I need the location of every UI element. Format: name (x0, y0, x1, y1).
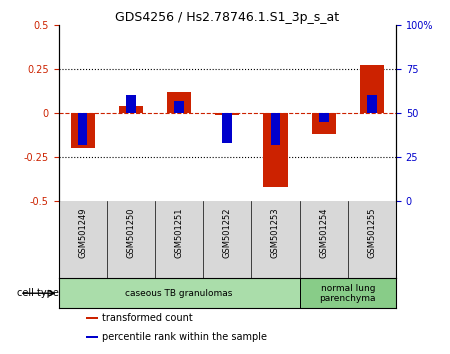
Bar (58, 278, 300, 308)
Text: percentile rank within the sample: percentile rank within the sample (102, 332, 267, 342)
Bar (78, 113, 87, 144)
Text: GSM501255: GSM501255 (367, 207, 376, 258)
Bar (311, 113, 336, 134)
Bar (319, 113, 328, 122)
Text: GSM501252: GSM501252 (223, 207, 232, 258)
Text: GSM501249: GSM501249 (78, 207, 87, 258)
Text: transformed count: transformed count (102, 313, 193, 323)
Text: GSM501251: GSM501251 (175, 207, 184, 258)
Bar (71, 113, 94, 148)
Bar (86, 317, 98, 319)
Bar (270, 113, 280, 144)
Text: GSM501250: GSM501250 (126, 207, 135, 258)
Text: cell type: cell type (17, 288, 58, 298)
Text: normal lung
parenchyma: normal lung parenchyma (320, 284, 376, 303)
Bar (300, 278, 396, 308)
Text: GSM501253: GSM501253 (271, 207, 280, 258)
Bar (86, 336, 98, 338)
Bar (222, 113, 232, 143)
Bar (167, 92, 191, 113)
Title: GDS4256 / Hs2.78746.1.S1_3p_s_at: GDS4256 / Hs2.78746.1.S1_3p_s_at (115, 11, 339, 24)
Bar (367, 95, 377, 113)
Bar (126, 95, 135, 113)
Bar (174, 101, 184, 113)
Bar (360, 65, 384, 113)
Bar (263, 113, 288, 187)
Bar (215, 113, 239, 115)
Bar (119, 106, 143, 113)
Text: GSM501254: GSM501254 (319, 207, 328, 258)
Text: caseous TB granulomas: caseous TB granulomas (126, 289, 233, 298)
